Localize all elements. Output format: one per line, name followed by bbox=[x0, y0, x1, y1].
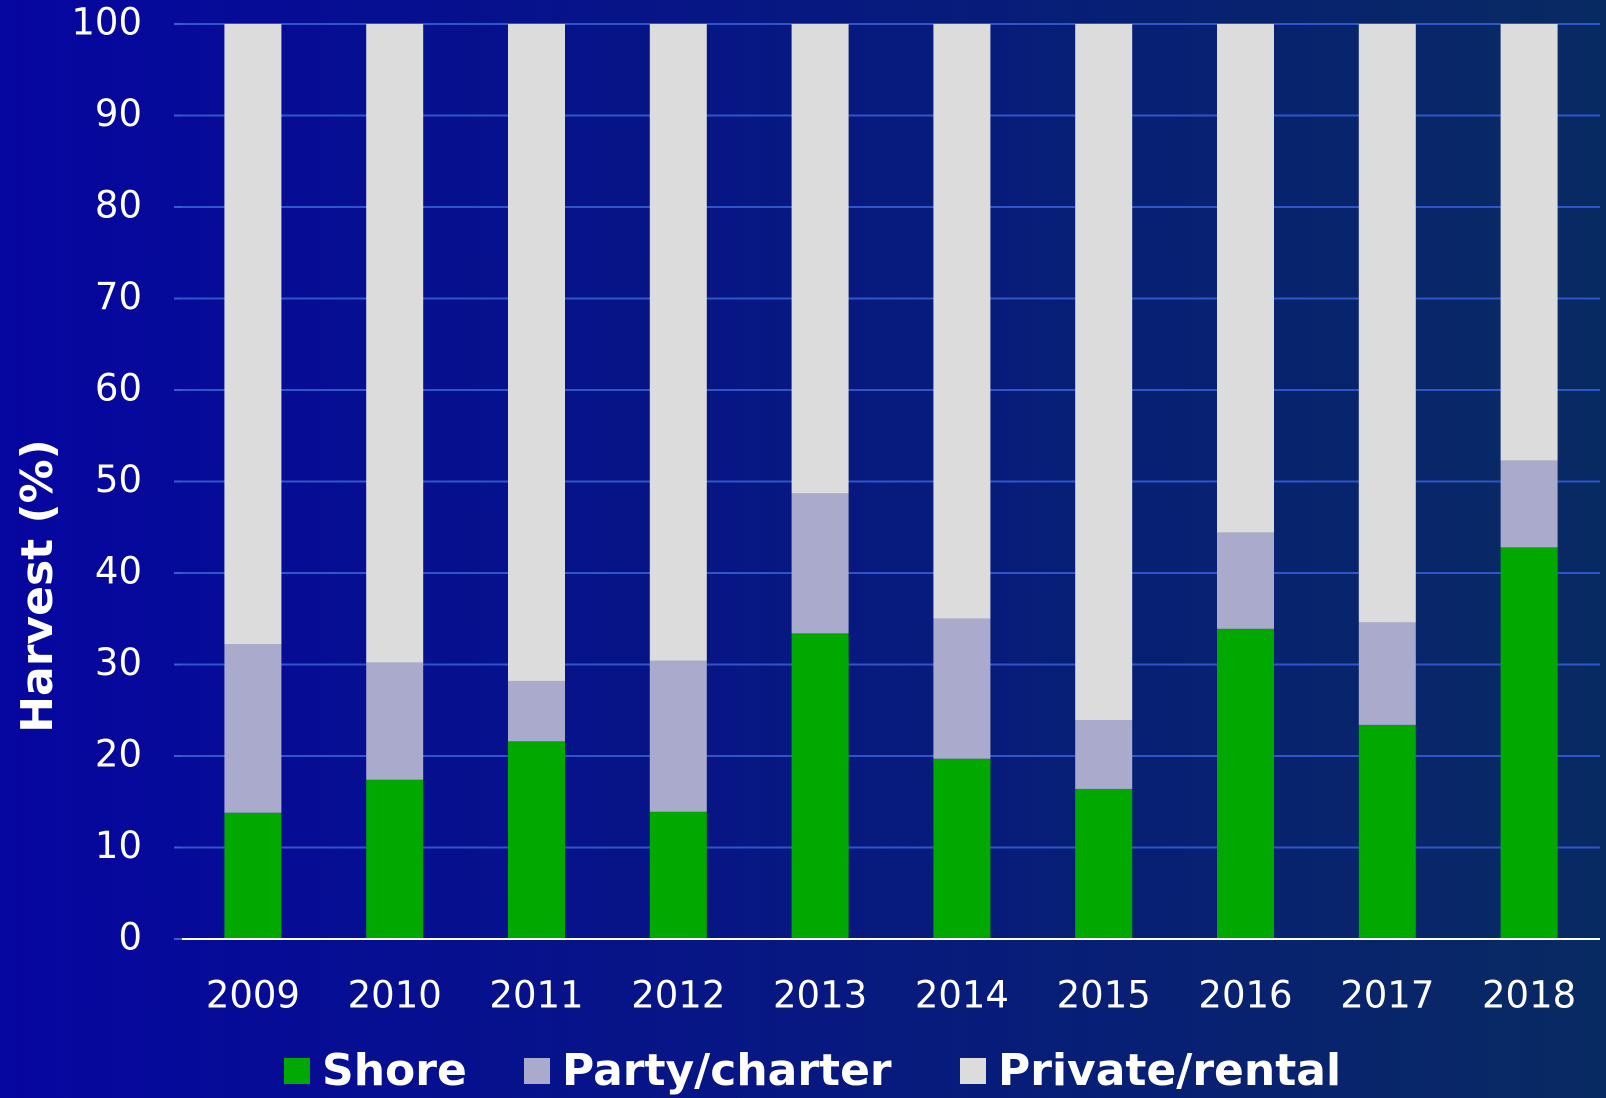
x-tick-label: 2015 bbox=[1057, 974, 1151, 1017]
x-tick-label: 2018 bbox=[1482, 974, 1576, 1017]
bar-segment bbox=[1358, 622, 1416, 725]
bar-segment bbox=[224, 812, 282, 939]
x-tick-label: 2016 bbox=[1198, 974, 1292, 1017]
bar-segment bbox=[933, 758, 991, 939]
legend-swatch bbox=[960, 1058, 986, 1084]
bar-segment bbox=[366, 662, 424, 780]
y-tick-label: 30 bbox=[95, 641, 142, 684]
bar-segment bbox=[1217, 628, 1274, 939]
y-tick-label: 0 bbox=[118, 916, 142, 959]
legend-swatch bbox=[284, 1058, 310, 1084]
legend-label: Shore bbox=[322, 1045, 467, 1096]
bar-segment bbox=[1217, 24, 1274, 533]
bar-segment bbox=[508, 680, 565, 742]
x-tick-label: 2017 bbox=[1340, 974, 1434, 1017]
bar-segment bbox=[649, 660, 707, 812]
y-tick-label: 100 bbox=[71, 1, 142, 44]
y-tick-label: 50 bbox=[95, 458, 142, 501]
y-tick-label: 80 bbox=[95, 184, 142, 227]
bar-segment bbox=[1358, 724, 1416, 939]
y-tick-label: 70 bbox=[95, 275, 142, 318]
bar-segment bbox=[366, 24, 424, 663]
legend-label: Private/rental bbox=[998, 1045, 1341, 1096]
bar-segment bbox=[1075, 720, 1133, 789]
bar-segment bbox=[224, 644, 282, 813]
y-tick-label: 40 bbox=[95, 550, 142, 593]
bar-segment bbox=[791, 24, 849, 494]
bar-segment bbox=[649, 811, 707, 939]
bar-segment bbox=[791, 633, 849, 939]
bar-segment bbox=[1075, 24, 1133, 721]
bar-segment bbox=[1358, 24, 1416, 623]
bar-segment bbox=[1500, 24, 1558, 461]
bar-segment bbox=[933, 24, 991, 619]
y-tick-label: 10 bbox=[95, 824, 142, 867]
bar-segment bbox=[1075, 788, 1133, 939]
bar-segment bbox=[649, 24, 707, 661]
y-axis-label: Harvest (%) bbox=[12, 439, 63, 733]
x-tick-label: 2011 bbox=[489, 974, 583, 1017]
x-tick-label: 2009 bbox=[206, 974, 300, 1017]
y-tick-label: 90 bbox=[95, 92, 142, 135]
bar-segment bbox=[1217, 532, 1274, 629]
legend-swatch bbox=[524, 1058, 550, 1084]
x-tick-label: 2013 bbox=[773, 974, 867, 1017]
y-tick-label: 20 bbox=[95, 733, 142, 776]
legend-label: Party/charter bbox=[562, 1045, 892, 1096]
bar-segment bbox=[1500, 460, 1558, 548]
bar-segment bbox=[933, 618, 991, 759]
x-tick-label: 2014 bbox=[915, 974, 1009, 1017]
bar-segment bbox=[1500, 547, 1558, 939]
bar-segment bbox=[366, 779, 424, 939]
y-tick-label: 60 bbox=[95, 367, 142, 410]
x-tick-label: 2012 bbox=[631, 974, 725, 1017]
x-tick-label: 2010 bbox=[348, 974, 442, 1017]
bar-segment bbox=[508, 741, 565, 939]
bar-segment bbox=[508, 24, 565, 681]
bar-segment bbox=[791, 493, 849, 634]
bar-segment bbox=[224, 24, 282, 645]
